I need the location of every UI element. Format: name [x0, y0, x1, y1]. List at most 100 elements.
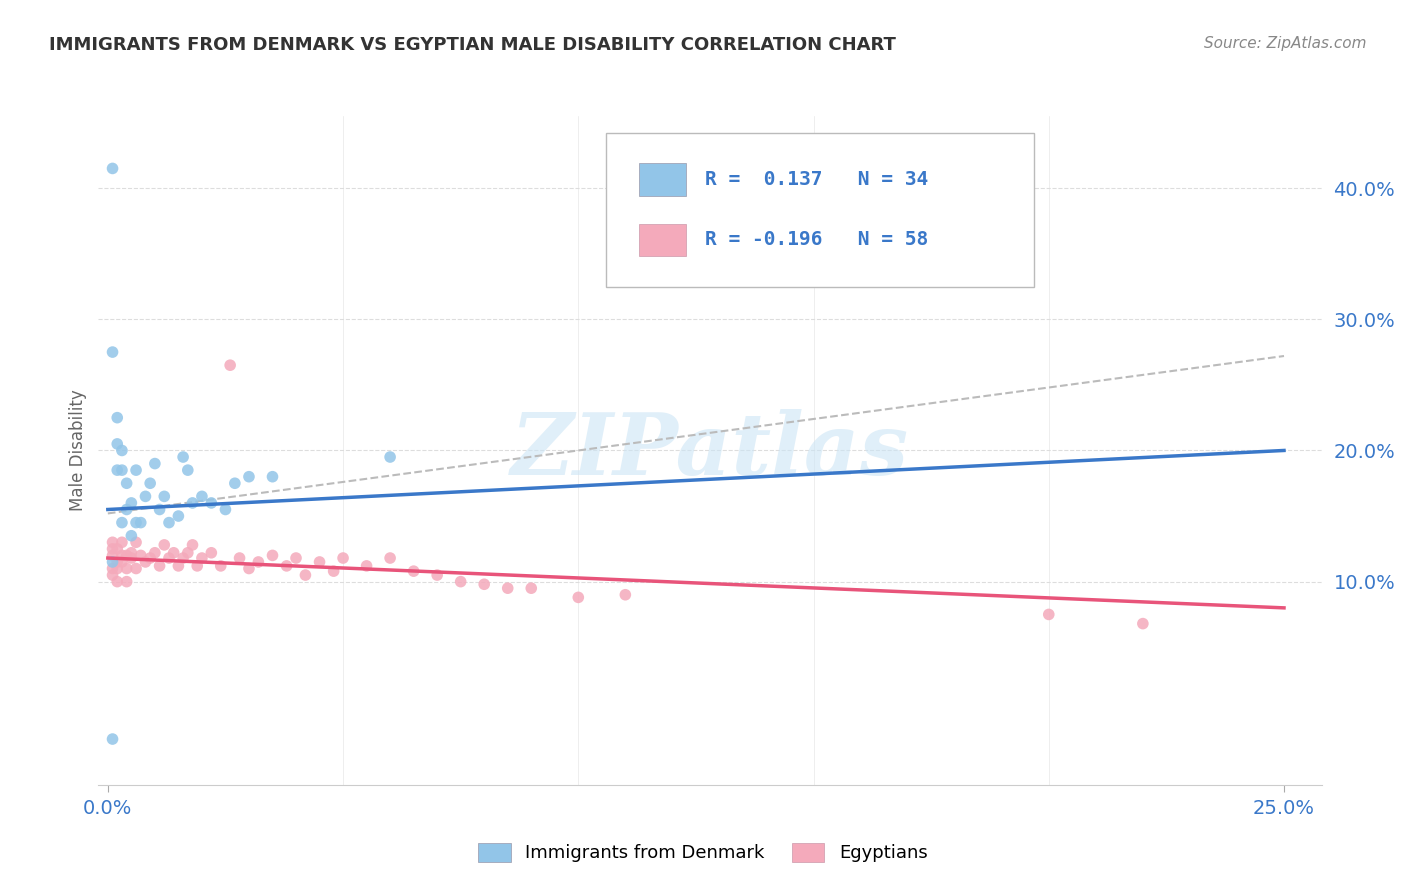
Point — [101, 561, 124, 575]
Point — [378, 551, 401, 566]
Point — [111, 463, 134, 477]
Point — [262, 549, 284, 563]
Point — [101, 732, 124, 747]
Point — [111, 555, 134, 569]
Point — [172, 450, 194, 464]
Point — [101, 161, 124, 176]
Point — [105, 574, 128, 589]
Point — [125, 561, 148, 575]
Point — [111, 549, 134, 563]
Point — [163, 546, 186, 560]
Point — [101, 549, 124, 563]
Point — [115, 549, 138, 563]
Point — [101, 541, 124, 556]
Point — [167, 558, 190, 573]
Point — [157, 551, 180, 566]
Point — [125, 516, 148, 530]
Point — [115, 574, 138, 589]
Point — [496, 581, 519, 595]
Point — [111, 516, 134, 530]
Point — [139, 551, 162, 566]
Point — [276, 558, 298, 573]
Point — [238, 469, 260, 483]
Point — [115, 502, 138, 516]
Text: R = -0.196   N = 58: R = -0.196 N = 58 — [706, 230, 928, 249]
Point — [285, 551, 308, 566]
Point — [322, 564, 344, 578]
Point — [143, 457, 166, 471]
Point — [101, 568, 124, 582]
Point — [120, 546, 142, 560]
Bar — [640, 163, 686, 195]
Point — [172, 551, 194, 566]
Point — [200, 496, 222, 510]
FancyBboxPatch shape — [606, 133, 1035, 286]
Point — [105, 437, 128, 451]
Point — [402, 564, 425, 578]
Bar — [640, 224, 686, 256]
Point — [520, 581, 543, 595]
Point — [262, 469, 284, 483]
Text: IMMIGRANTS FROM DENMARK VS EGYPTIAN MALE DISABILITY CORRELATION CHART: IMMIGRANTS FROM DENMARK VS EGYPTIAN MALE… — [49, 36, 896, 54]
Point — [139, 476, 162, 491]
Text: R =  0.137   N = 34: R = 0.137 N = 34 — [706, 170, 928, 189]
Point — [332, 551, 354, 566]
Point — [115, 561, 138, 575]
Point — [105, 541, 128, 556]
Point — [125, 535, 148, 549]
Point — [105, 555, 128, 569]
Point — [120, 496, 142, 510]
Point — [105, 561, 128, 575]
Point — [308, 555, 330, 569]
Point — [134, 489, 156, 503]
Point — [1132, 616, 1154, 631]
Point — [238, 561, 260, 575]
Point — [153, 489, 176, 503]
Point — [209, 558, 232, 573]
Point — [120, 551, 142, 566]
Point — [186, 558, 208, 573]
Point — [450, 574, 472, 589]
Point — [101, 345, 124, 359]
Point — [111, 535, 134, 549]
Point — [426, 568, 449, 582]
Point — [177, 546, 200, 560]
Point — [614, 588, 637, 602]
Point — [134, 555, 156, 569]
Point — [125, 463, 148, 477]
Point — [356, 558, 378, 573]
Point — [120, 529, 142, 543]
Point — [153, 538, 176, 552]
Point — [219, 358, 242, 372]
Point — [472, 577, 495, 591]
Point — [191, 489, 214, 503]
Y-axis label: Male Disability: Male Disability — [69, 390, 87, 511]
Text: Source: ZipAtlas.com: Source: ZipAtlas.com — [1204, 36, 1367, 51]
Point — [177, 463, 200, 477]
Point — [101, 555, 124, 569]
Point — [200, 546, 222, 560]
Point — [181, 496, 204, 510]
Point — [129, 549, 152, 563]
Text: ZIPatlas: ZIPatlas — [510, 409, 910, 492]
Point — [129, 516, 152, 530]
Point — [378, 450, 401, 464]
Point — [105, 463, 128, 477]
Point — [214, 502, 236, 516]
Point — [1038, 607, 1060, 622]
Point — [247, 555, 270, 569]
Point — [105, 410, 128, 425]
Point — [181, 538, 204, 552]
Point — [143, 546, 166, 560]
Legend: Immigrants from Denmark, Egyptians: Immigrants from Denmark, Egyptians — [471, 836, 935, 870]
Point — [224, 476, 246, 491]
Point — [111, 443, 134, 458]
Point — [115, 476, 138, 491]
Point — [149, 558, 172, 573]
Point — [149, 502, 172, 516]
Point — [294, 568, 316, 582]
Point — [191, 551, 214, 566]
Point — [101, 535, 124, 549]
Point — [167, 509, 190, 524]
Point — [567, 591, 589, 605]
